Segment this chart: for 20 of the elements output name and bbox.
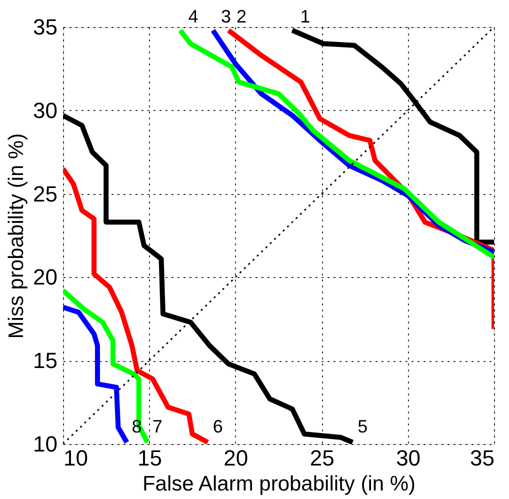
- x-tick-label: 20: [224, 446, 248, 470]
- x-tick-label: 15: [137, 446, 162, 470]
- series-label: 4: [188, 6, 198, 26]
- series-label: 5: [358, 416, 368, 436]
- series-label: 7: [152, 416, 162, 436]
- y-axis-title: Miss probability (in %): [5, 133, 28, 339]
- y-tick-label: 20: [33, 264, 58, 290]
- series-label: 1: [300, 6, 310, 26]
- x-tick-label: 10: [64, 446, 88, 470]
- x-tick-label: 25: [310, 446, 334, 470]
- series-label: 2: [236, 6, 247, 26]
- x-tick-label: 35: [470, 446, 494, 470]
- y-tick-label: 30: [33, 98, 58, 123]
- y-tick-label: 35: [33, 14, 58, 40]
- y-tick-label: 15: [33, 348, 58, 374]
- series-label: 6: [212, 416, 223, 436]
- x-tick-label: 30: [396, 446, 421, 470]
- series-label: 3: [220, 6, 232, 26]
- y-tick-label: 25: [33, 181, 58, 206]
- x-axis-title: False Alarm probability (in %): [142, 472, 416, 496]
